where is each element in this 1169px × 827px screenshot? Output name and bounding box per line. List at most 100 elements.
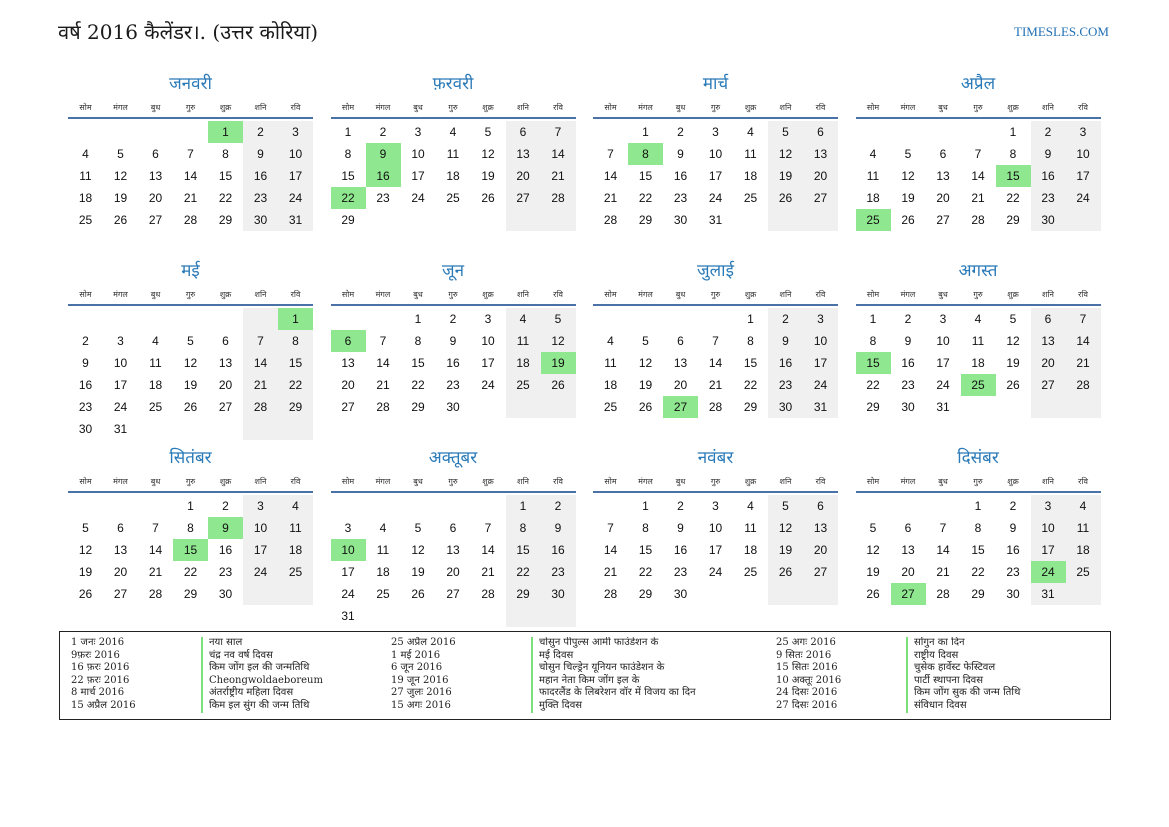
day-cell[interactable]: 29 (341, 213, 355, 227)
day-cell[interactable]: 3 (1030, 495, 1066, 517)
day-cell[interactable]: 2 (449, 312, 457, 326)
day-cell[interactable]: 6 (152, 147, 159, 161)
day-cell[interactable]: 5 (1009, 312, 1017, 326)
day-cell[interactable]: 21 (971, 191, 985, 205)
day-cell[interactable]: 26 (768, 187, 803, 209)
day-cell[interactable]: 3 (803, 308, 838, 330)
day-cell[interactable]: 9 (82, 356, 89, 370)
day-cell[interactable]: 27 (803, 187, 838, 209)
day-cell[interactable]: 21 (603, 191, 618, 205)
holiday-day-cell[interactable]: 27 (663, 396, 698, 418)
day-cell[interactable]: 21 (183, 191, 198, 205)
day-cell[interactable]: 12 (1006, 334, 1020, 348)
day-cell[interactable]: 18 (78, 191, 93, 205)
day-cell[interactable]: 23 (446, 378, 460, 392)
day-cell[interactable]: 31 (113, 422, 128, 436)
day-cell[interactable]: 2 (1030, 121, 1066, 143)
day-cell[interactable]: 24 (1065, 187, 1101, 209)
day-cell[interactable]: 11 (866, 169, 880, 183)
day-cell[interactable]: 25 (148, 400, 163, 414)
day-cell[interactable]: 21 (481, 565, 495, 579)
day-cell[interactable]: 22 (505, 561, 541, 583)
day-cell[interactable]: 16 (768, 352, 803, 374)
day-cell[interactable]: 28 (243, 396, 278, 418)
holiday-day-cell[interactable]: 16 (365, 165, 401, 187)
day-cell[interactable]: 18 (376, 565, 390, 579)
day-cell[interactable]: 20 (936, 191, 950, 205)
day-cell[interactable]: 30 (901, 400, 915, 414)
day-cell[interactable]: 22 (1006, 191, 1020, 205)
day-cell[interactable]: 14 (376, 356, 390, 370)
day-cell[interactable]: 9 (449, 334, 457, 348)
day-cell[interactable]: 4 (82, 147, 89, 161)
day-cell[interactable]: 26 (638, 400, 653, 414)
day-cell[interactable]: 24 (411, 191, 425, 205)
day-cell[interactable]: 28 (936, 587, 950, 601)
day-cell[interactable]: 7 (1065, 308, 1101, 330)
day-cell[interactable]: 4 (974, 312, 982, 326)
day-cell[interactable]: 3 (484, 312, 492, 326)
day-cell[interactable]: 18 (446, 169, 460, 183)
day-cell[interactable]: 24 (341, 587, 355, 601)
day-cell[interactable]: 6 (449, 521, 457, 535)
day-cell[interactable]: 2 (540, 495, 576, 517)
day-cell[interactable]: 23 (218, 565, 233, 579)
day-cell[interactable]: 14 (148, 543, 163, 557)
day-cell[interactable]: 2 (1009, 499, 1017, 513)
day-cell[interactable]: 4 (1065, 495, 1101, 517)
day-cell[interactable]: 10 (481, 334, 495, 348)
day-cell[interactable]: 3 (712, 125, 719, 139)
day-cell[interactable]: 26 (113, 213, 128, 227)
day-cell[interactable]: 28 (971, 213, 985, 227)
day-cell[interactable]: 20 (803, 165, 838, 187)
holiday-day-cell[interactable]: 15 (173, 539, 208, 561)
day-cell[interactable]: 22 (971, 565, 985, 579)
day-cell[interactable]: 16 (78, 378, 93, 392)
day-cell[interactable]: 19 (901, 191, 915, 205)
day-cell[interactable]: 23 (540, 561, 576, 583)
day-cell[interactable]: 1 (642, 499, 649, 513)
day-cell[interactable]: 1 (869, 312, 877, 326)
day-cell[interactable]: 25 (743, 191, 758, 205)
site-link[interactable]: TIMESLES.COM (1014, 24, 1109, 39)
day-cell[interactable]: 20 (505, 165, 541, 187)
day-cell[interactable]: 20 (673, 378, 688, 392)
day-cell[interactable]: 29 (1006, 213, 1020, 227)
day-cell[interactable]: 22 (278, 374, 313, 396)
day-cell[interactable]: 6 (803, 495, 838, 517)
holiday-day-cell[interactable]: 6 (330, 330, 366, 352)
day-cell[interactable]: 14 (936, 543, 950, 557)
day-cell[interactable]: 16 (243, 165, 278, 187)
day-cell[interactable]: 4 (278, 495, 313, 517)
day-cell[interactable]: 25 (278, 561, 313, 583)
day-cell[interactable]: 13 (341, 356, 355, 370)
day-cell[interactable]: 28 (603, 587, 618, 601)
day-cell[interactable]: 12 (78, 543, 93, 557)
day-cell[interactable]: 22 (866, 378, 880, 392)
day-cell[interactable]: 12 (768, 143, 803, 165)
day-cell[interactable]: 8 (187, 521, 194, 535)
day-cell[interactable]: 18 (603, 378, 618, 392)
day-cell[interactable]: 7 (712, 334, 719, 348)
day-cell[interactable]: 3 (712, 499, 719, 513)
day-cell[interactable]: 1 (344, 125, 352, 139)
day-cell[interactable]: 23 (1006, 565, 1020, 579)
day-cell[interactable]: 10 (113, 356, 128, 370)
day-cell[interactable]: 5 (117, 147, 124, 161)
day-cell[interactable]: 8 (505, 517, 541, 539)
day-cell[interactable]: 13 (901, 543, 915, 557)
day-cell[interactable]: 29 (743, 400, 758, 414)
day-cell[interactable]: 30 (243, 209, 278, 231)
day-cell[interactable]: 4 (449, 125, 457, 139)
day-cell[interactable]: 10 (803, 330, 838, 352)
day-cell[interactable]: 5 (904, 147, 912, 161)
day-cell[interactable]: 21 (1065, 352, 1101, 374)
day-cell[interactable]: 25 (78, 213, 93, 227)
day-cell[interactable]: 2 (82, 334, 89, 348)
day-cell[interactable]: 24 (708, 191, 723, 205)
day-cell[interactable]: 12 (540, 330, 576, 352)
day-cell[interactable]: 15 (341, 169, 355, 183)
day-cell[interactable]: 28 (1065, 374, 1101, 396)
day-cell[interactable]: 20 (1030, 352, 1066, 374)
day-cell[interactable]: 12 (113, 169, 128, 183)
